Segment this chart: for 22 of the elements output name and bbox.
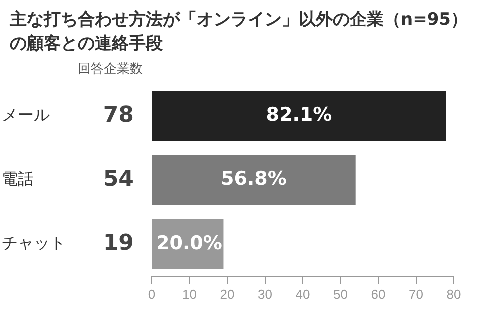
data-label: 54 [103,166,134,192]
x-tick-label: 30 [258,286,272,302]
x-tick-label: 50 [334,286,348,302]
y-tick-label: 電話 [2,170,34,189]
bar [152,91,446,142]
data-label: 78 [103,102,134,128]
annotation: 56.8% [220,168,287,190]
x-tick-label: 80 [446,286,462,302]
annotation: 20.0% [156,232,222,254]
x-tick-label: 70 [409,286,424,302]
x-tick-label: 40 [296,286,310,302]
bar [152,155,356,206]
data-label: 19 [103,231,134,256]
x-tick-label: 20 [220,286,235,302]
x-tick-label: 60 [371,286,386,302]
text: 回答企業数 [78,61,143,78]
y-tick-label: メール [2,107,50,124]
annotation: 82.1% [266,104,332,126]
y-tick-label: チャット [2,236,66,253]
x-tick-label: 0 [148,286,156,302]
chart-title: 主な打ち合わせ方法が「オンライン」以外の企業（n=95）の顧客との連絡手段 [10,9,470,56]
x-tick-label: 10 [182,286,197,302]
